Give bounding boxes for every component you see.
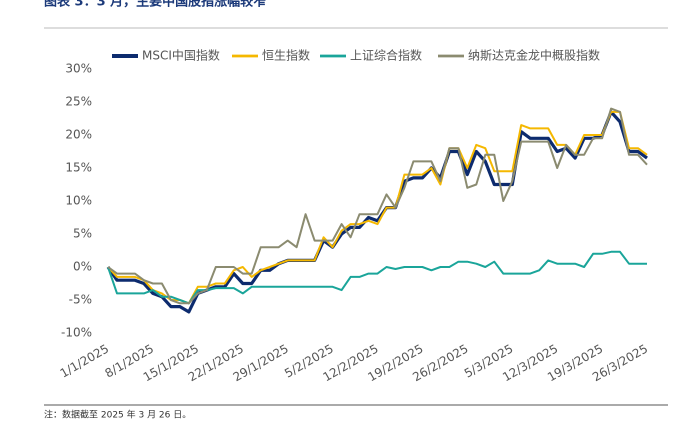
y-tick-label: 25%: [65, 95, 92, 109]
legend-label: 上证综合指数: [350, 48, 422, 63]
y-tick-label: 15%: [65, 161, 92, 175]
y-tick-label: 20%: [65, 128, 92, 142]
y-tick-label: 30%: [65, 62, 92, 76]
series-line: [107, 250, 647, 305]
chart-title: 图表 3：3 月，主要中国股指涨幅较窄: [44, 0, 266, 10]
series-line: [107, 110, 648, 305]
legend-label: 纳斯达克金龙中概股指数: [468, 48, 600, 63]
series-line: [107, 107, 648, 305]
y-tick-label: 0%: [73, 260, 92, 274]
y-tick-label: -5%: [69, 293, 92, 307]
x-tick-label: 1/1/2025: [58, 342, 112, 381]
y-tick-label: 5%: [73, 227, 92, 241]
y-tick-label: -10%: [61, 326, 92, 340]
y-tick-label: 10%: [65, 194, 92, 208]
footnote: 注：数据截至 2025 年 3 月 26 日。: [44, 409, 191, 421]
legend-label: MSCI中国指数: [142, 48, 220, 63]
legend-label: 恒生指数: [262, 48, 310, 63]
